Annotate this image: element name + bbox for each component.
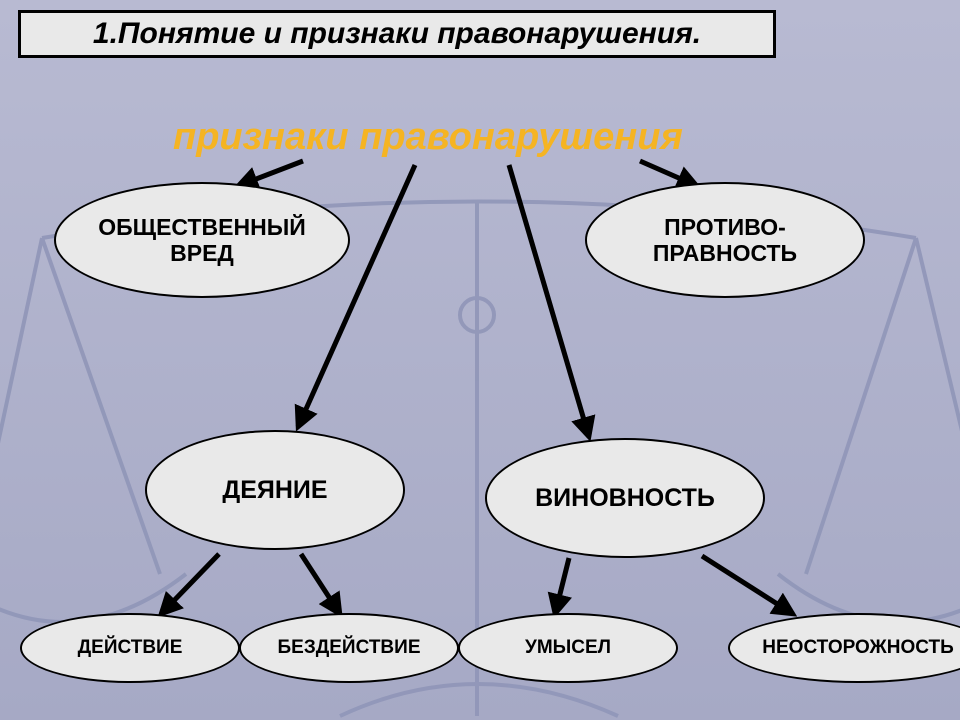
subtitle: признаки правонарушения bbox=[173, 116, 683, 159]
title-box: 1.Понятие и признаки правонарушения. bbox=[18, 10, 776, 58]
ellipse-illegality: ПРОТИВО- ПРАВНОСТЬ bbox=[585, 182, 865, 298]
ellipse-intent: УМЫСЕЛ bbox=[458, 613, 678, 683]
ellipse-negligence: НЕОСТОРОЖНОСТЬ bbox=[728, 613, 960, 683]
ellipse-label: ДЕЙСТВИЕ bbox=[78, 637, 183, 659]
ellipse-guilt: ВИНОВНОСТЬ bbox=[485, 438, 765, 558]
ellipse-inaction: БЕЗДЕЙСТВИЕ bbox=[239, 613, 459, 683]
title-text: 1.Понятие и признаки правонарушения. bbox=[93, 17, 701, 51]
ellipse-label: ДЕЯНИЕ bbox=[222, 476, 327, 505]
ellipse-label: ПРОТИВО- ПРАВНОСТЬ bbox=[653, 214, 797, 267]
ellipse-label: НЕОСТОРОЖНОСТЬ bbox=[762, 637, 953, 659]
ellipse-label: ОБЩЕСТВЕННЫЙ ВРЕД bbox=[98, 214, 306, 267]
ellipse-social-harm: ОБЩЕСТВЕННЫЙ ВРЕД bbox=[54, 182, 350, 298]
ellipse-act: ДЕЯНИЕ bbox=[145, 430, 405, 550]
ellipse-label: ВИНОВНОСТЬ bbox=[535, 484, 715, 513]
arrows-layer bbox=[0, 0, 960, 720]
ellipse-label: БЕЗДЕЙСТВИЕ bbox=[277, 637, 420, 659]
ellipse-action: ДЕЙСТВИЕ bbox=[20, 613, 240, 683]
ellipse-label: УМЫСЕЛ bbox=[525, 637, 611, 659]
